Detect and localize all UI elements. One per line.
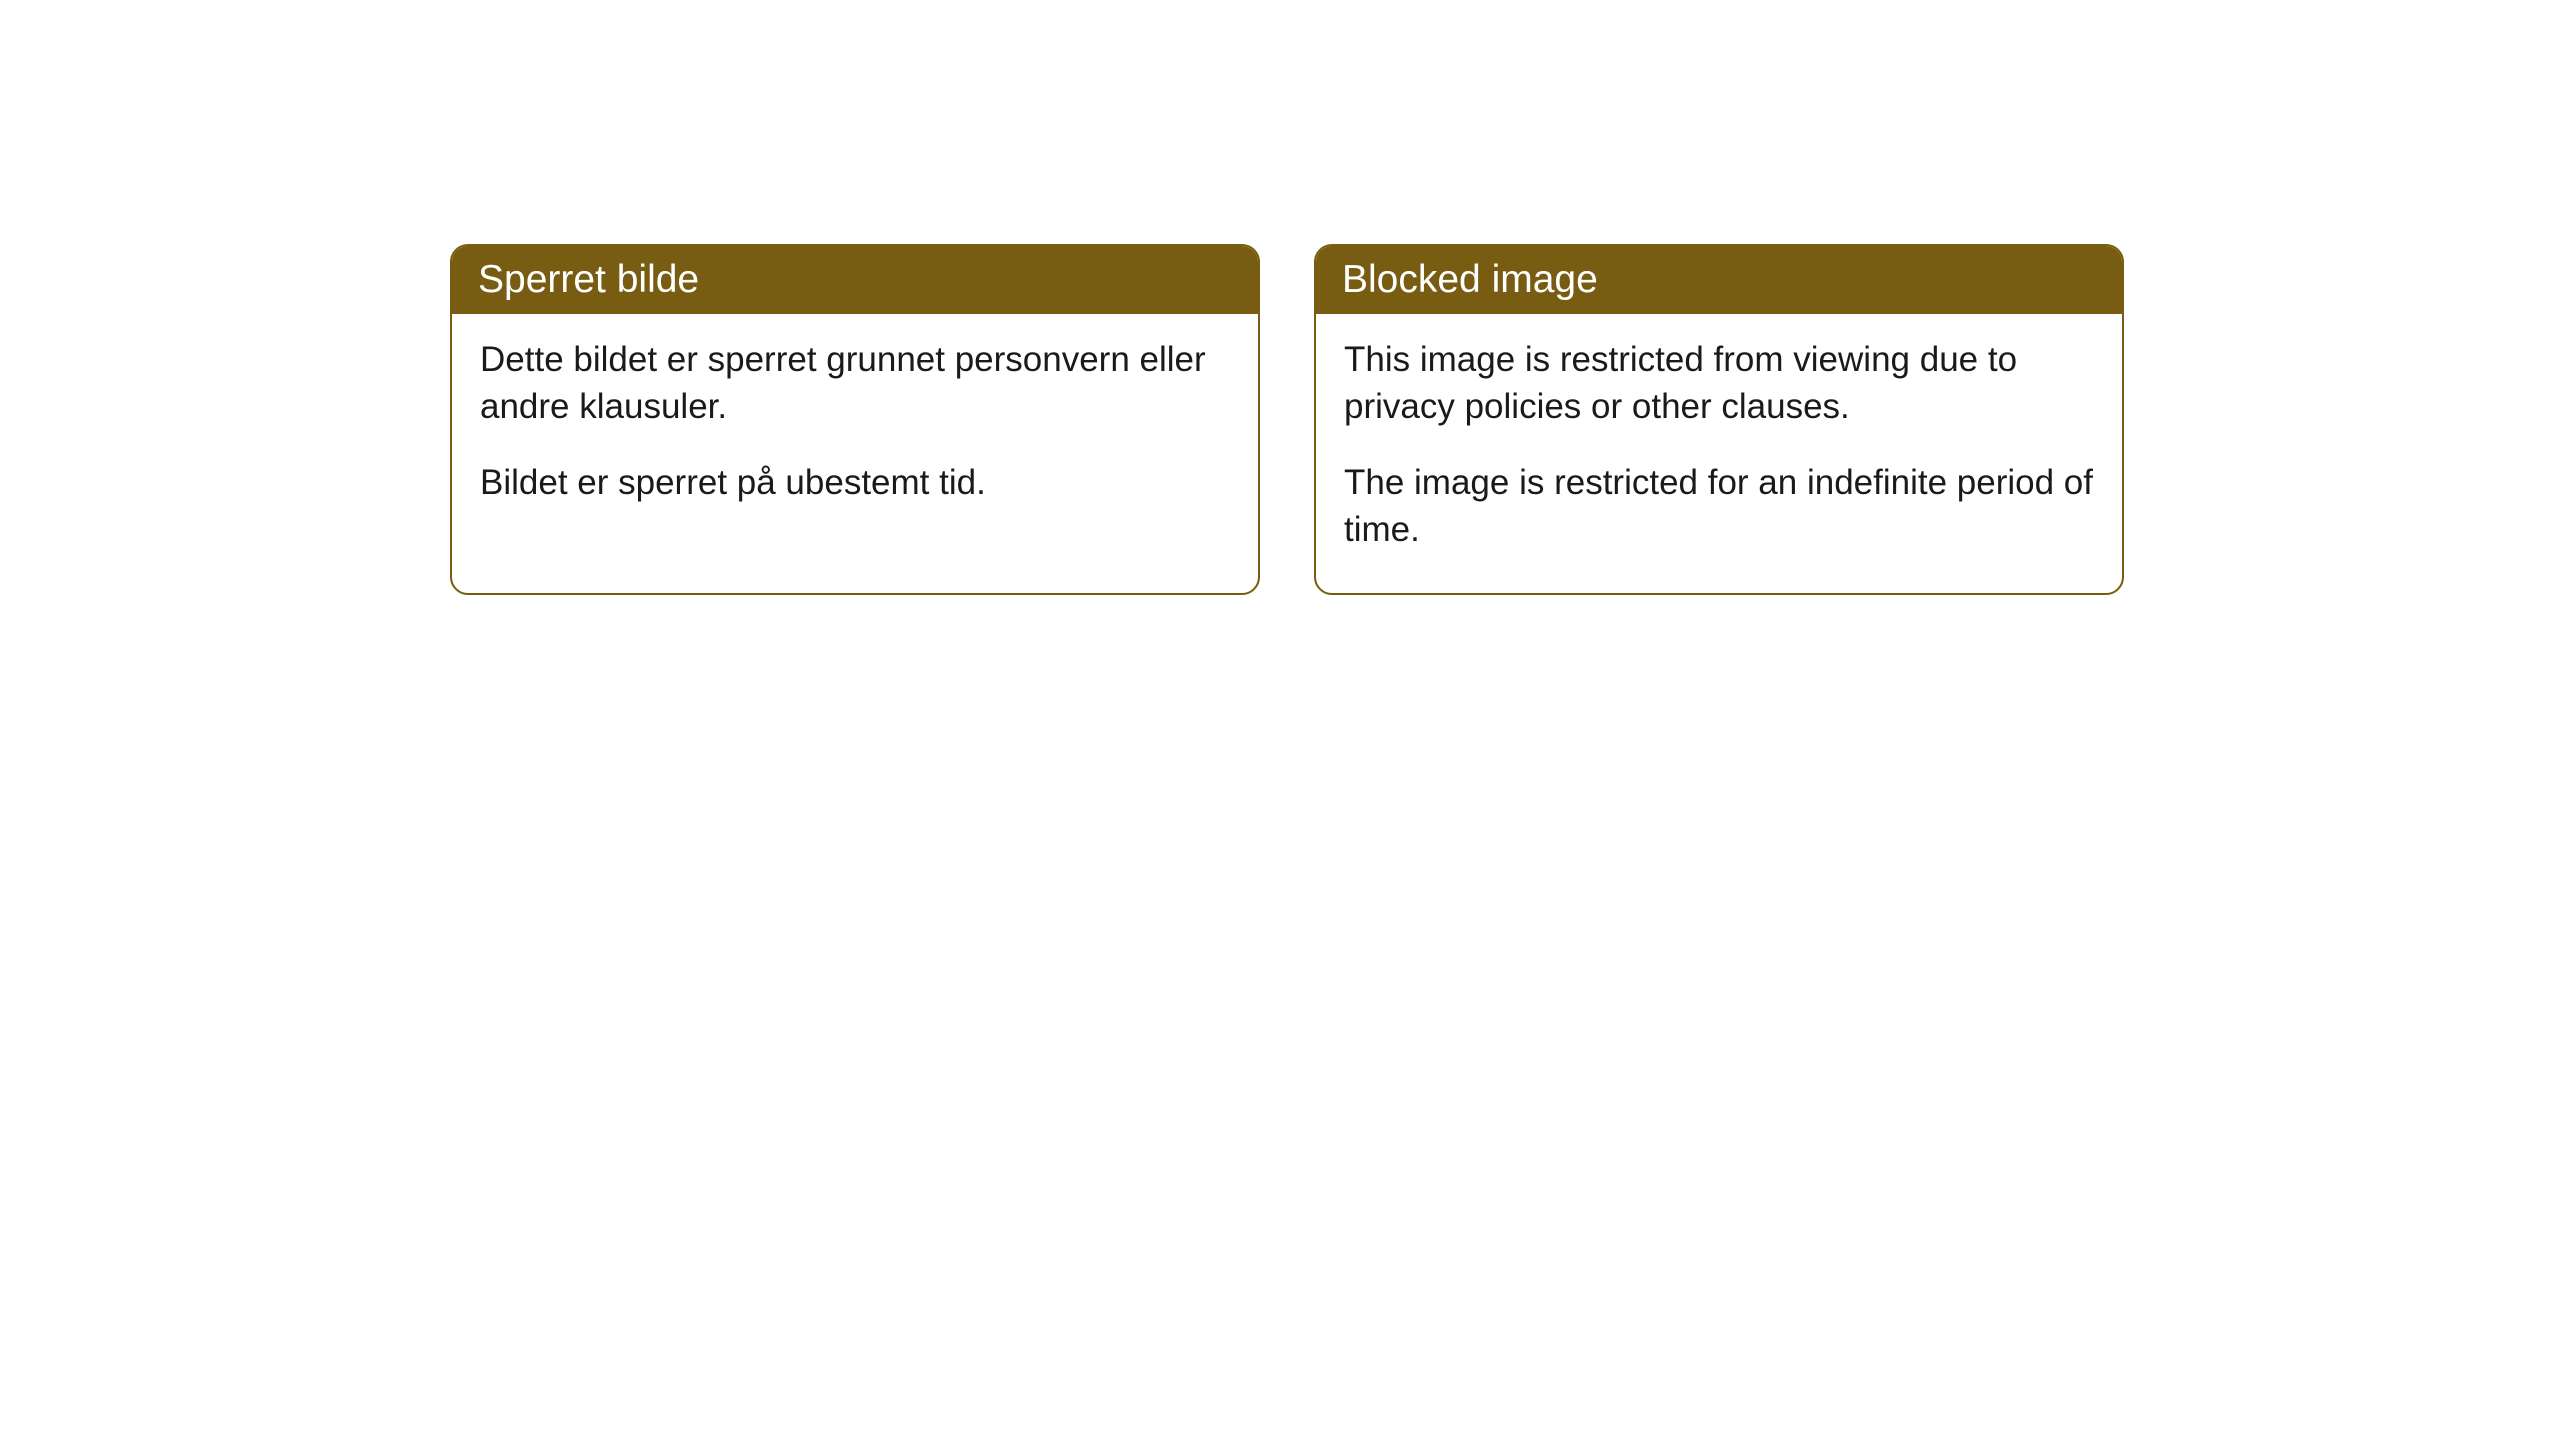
card-body: Dette bildet er sperret grunnet personve…: [452, 314, 1258, 546]
card-header: Sperret bilde: [452, 246, 1258, 314]
blocked-image-card-english: Blocked image This image is restricted f…: [1314, 244, 2124, 595]
card-paragraph: Dette bildet er sperret grunnet personve…: [480, 336, 1230, 431]
notice-cards-container: Sperret bilde Dette bildet er sperret gr…: [450, 244, 2124, 595]
card-header: Blocked image: [1316, 246, 2122, 314]
blocked-image-card-norwegian: Sperret bilde Dette bildet er sperret gr…: [450, 244, 1260, 595]
card-paragraph: This image is restricted from viewing du…: [1344, 336, 2094, 431]
card-paragraph: The image is restricted for an indefinit…: [1344, 459, 2094, 554]
card-paragraph: Bildet er sperret på ubestemt tid.: [480, 459, 1230, 506]
card-body: This image is restricted from viewing du…: [1316, 314, 2122, 593]
card-title: Blocked image: [1342, 258, 1598, 301]
card-title: Sperret bilde: [478, 258, 699, 301]
